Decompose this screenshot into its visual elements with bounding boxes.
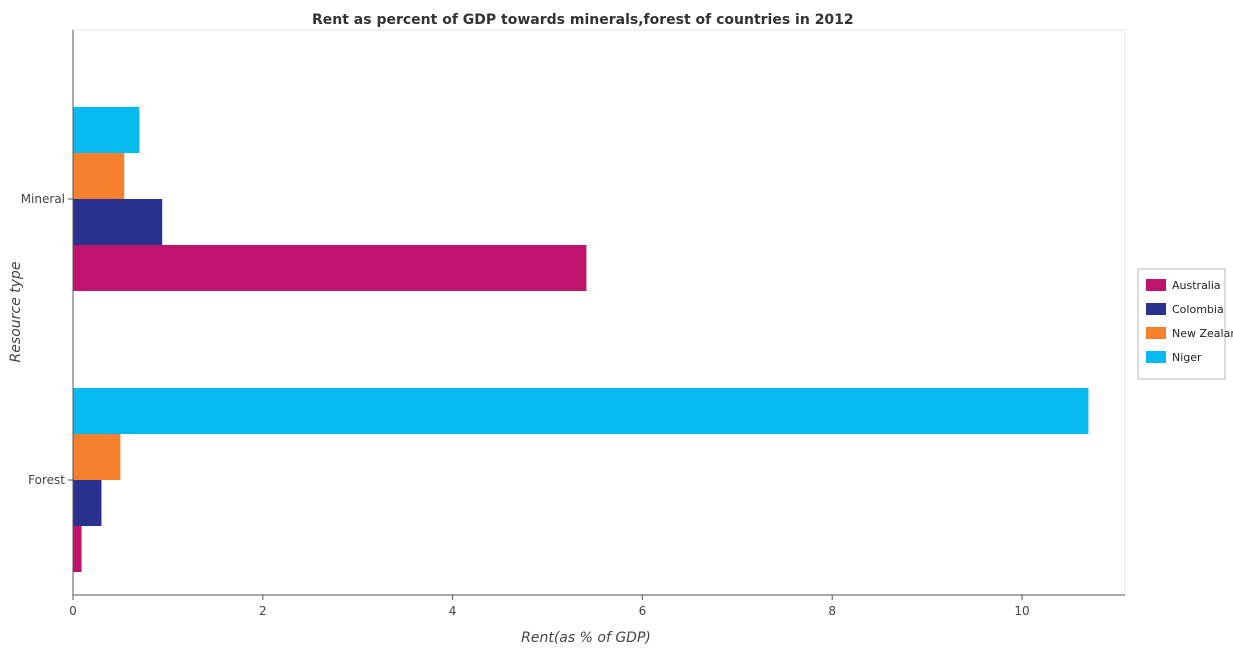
legend-label-colombia: Colombia [1172,303,1224,316]
legend: Australia Colombia New Zealand Niger [1137,268,1233,380]
x-tick-label: 8 [828,604,836,618]
bar-mineral-colombia [73,199,163,245]
x-axis-label: Rent(as % of GDP) [521,630,651,646]
bar-forest-new-zealand [73,434,121,480]
legend-swatch-australia [1146,279,1166,291]
legend-label-australia: Australia [1172,279,1221,292]
y-axis-label: Resource type [8,262,24,363]
bar-mineral-australia [73,245,587,291]
chart-title: Rent as percent of GDP towards minerals,… [312,12,854,28]
legend-label-niger: Niger [1172,351,1202,364]
x-tick-label: 2 [259,604,267,618]
x-tick-label: 0 [69,604,77,618]
x-tick-label: 10 [1014,604,1029,618]
legend-swatch-new-zealand [1146,327,1166,339]
bar-forest-australia [73,526,82,572]
bar-forest-niger [73,388,1089,434]
bar-mineral-new-zealand [73,153,125,199]
legend-swatch-niger [1146,351,1166,363]
x-tick-label: 6 [639,604,647,618]
legend-label-new-zealand: New Zealand [1172,327,1233,340]
bar-mineral-niger [73,107,140,153]
x-tick-label: 4 [449,604,457,618]
bars-layer [73,107,1089,572]
bar-forest-colombia [73,480,102,526]
x-axis: 0 2 4 6 8 10 [69,594,1125,618]
y-tick-label-mineral: Mineral [21,192,65,206]
y-tick-label-forest: Forest [28,473,65,487]
legend-swatch-colombia [1146,303,1166,315]
y-axis: Mineral Forest [21,30,74,595]
plot-area [72,29,1126,596]
